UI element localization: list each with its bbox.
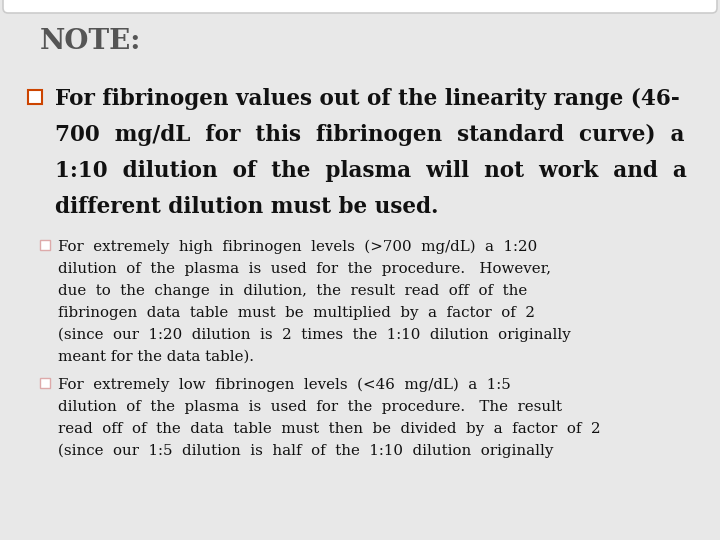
Text: (since  our  1:20  dilution  is  2  times  the  1:10  dilution  originally: (since our 1:20 dilution is 2 times the … (58, 328, 571, 342)
Text: meant for the data table).: meant for the data table). (58, 350, 254, 364)
Bar (28, 90, 42, 104)
Bar (40, 378, 50, 388)
Text: 1:10  dilution  of  the  plasma  will  not  work  and  a: 1:10 dilution of the plasma will not wor… (55, 160, 687, 182)
Text: For  extremely  low  fibrinogen  levels  (<46  mg/dL)  a  1:5: For extremely low fibrinogen levels (<46… (58, 378, 510, 393)
Text: due  to  the  change  in  dilution,  the  result  read  off  of  the: due to the change in dilution, the resul… (58, 284, 527, 298)
Text: 700  mg/dL  for  this  fibrinogen  standard  curve)  a: 700 mg/dL for this fibrinogen standard c… (55, 124, 685, 146)
Text: (since  our  1:5  dilution  is  half  of  the  1:10  dilution  originally: (since our 1:5 dilution is half of the 1… (58, 444, 554, 458)
Text: read  off  of  the  data  table  must  then  be  divided  by  a  factor  of  2: read off of the data table must then be … (58, 422, 600, 436)
FancyBboxPatch shape (3, 0, 717, 13)
Bar (40, 240, 50, 250)
Text: fibrinogen  data  table  must  be  multiplied  by  a  factor  of  2: fibrinogen data table must be multiplied… (58, 306, 535, 320)
Text: different dilution must be used.: different dilution must be used. (55, 196, 438, 218)
Text: For  extremely  high  fibrinogen  levels  (>700  mg/dL)  a  1:20: For extremely high fibrinogen levels (>7… (58, 240, 537, 254)
Text: dilution  of  the  plasma  is  used  for  the  procedure.   The  result: dilution of the plasma is used for the p… (58, 400, 562, 414)
Text: dilution  of  the  plasma  is  used  for  the  procedure.   However,: dilution of the plasma is used for the p… (58, 262, 551, 276)
Text: For fibrinogen values out of the linearity range (46-: For fibrinogen values out of the lineari… (55, 88, 680, 110)
Text: NOTE:: NOTE: (40, 28, 141, 55)
